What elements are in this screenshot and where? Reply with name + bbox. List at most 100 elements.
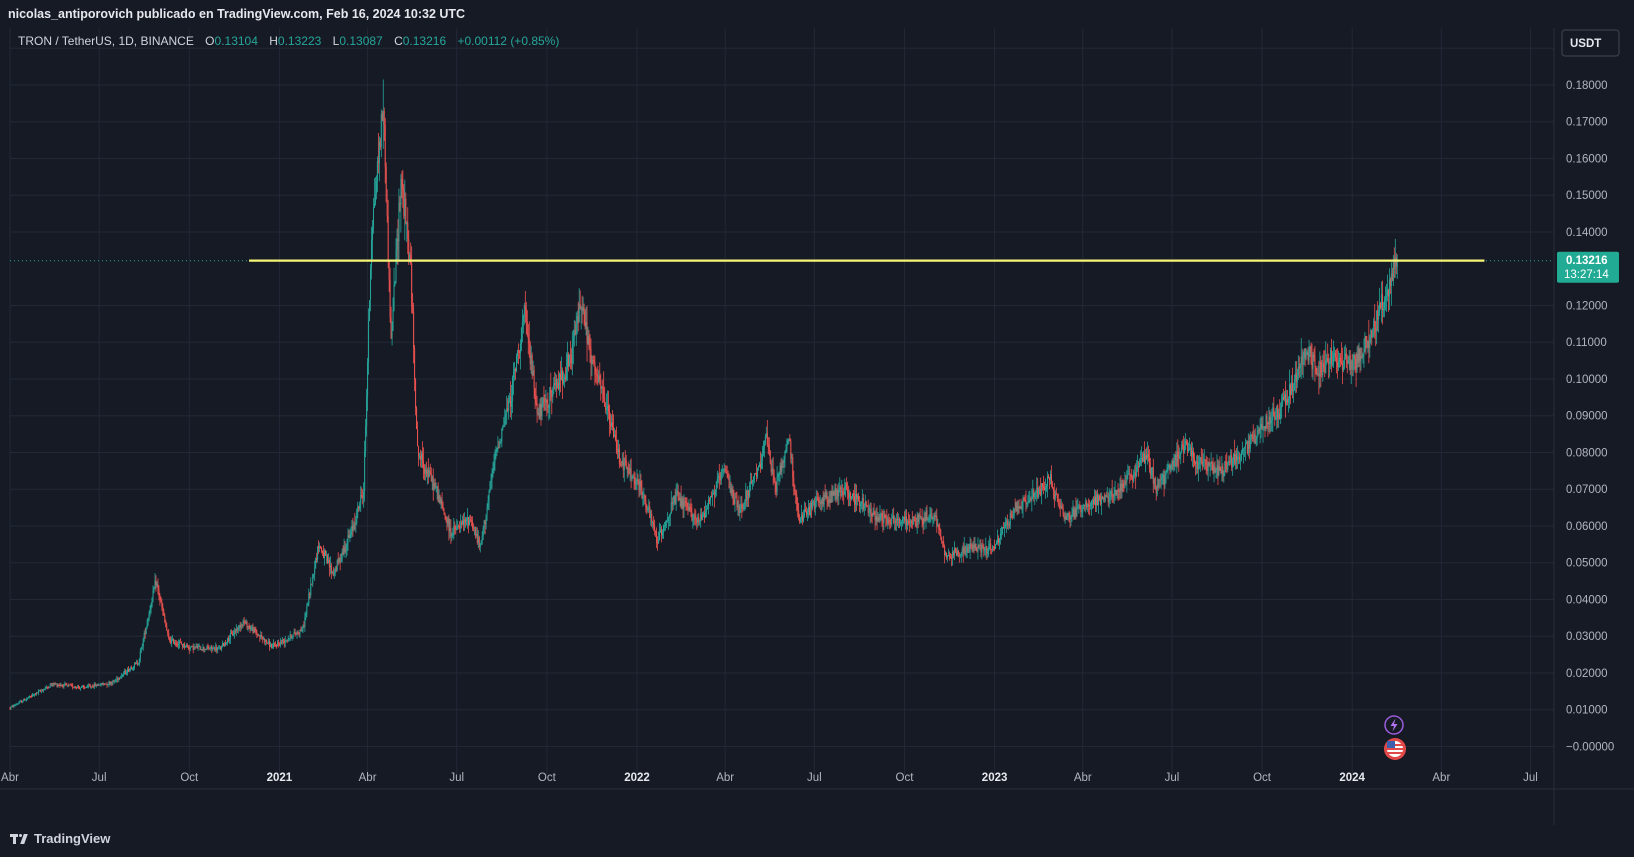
candle-body-up [984,550,986,552]
candle-body-down [850,492,852,500]
candle-body-up [355,522,357,525]
candle-body-up [1191,451,1193,457]
candle-body-down [677,490,679,499]
candle-body-down [525,307,527,322]
candle-body-up [356,509,358,523]
bar-countdown: 13:27:14 [1564,269,1609,281]
candle-body-down [949,555,951,557]
candle-body-up [545,399,547,403]
candlestick-chart[interactable]: 0.190000.180000.170000.160000.150000.140… [0,28,1634,825]
candle-body-down [165,621,167,627]
candle-body-down [1327,358,1329,362]
candle-body-up [1352,359,1354,370]
lightning-event-icon[interactable] [1384,715,1404,735]
candle-body-down [348,535,350,538]
candle-body-down [1033,490,1035,498]
candle-body-up [933,514,935,518]
candle-body-down [799,517,801,522]
candle-body-up [38,690,40,692]
candle-body-down [990,543,992,549]
candle-body-down [794,485,796,492]
candle-body-down [964,546,966,554]
candle-body-up [676,490,678,492]
candle-body-down [725,471,727,473]
candle-body-up [105,683,107,685]
candle-body-down [862,498,864,510]
candle-body-down [973,544,975,548]
candle-body-up [575,324,577,335]
candle-body-up [1364,336,1366,350]
candle-body-down [633,476,635,478]
time-tick-label: Oct [538,772,557,784]
candle-body-up [325,555,327,557]
candle-body-down [1155,486,1157,494]
candle-body-up [854,493,856,505]
candle-body-down [231,633,233,636]
candle-body-down [414,348,416,380]
candle-body-up [299,629,301,634]
candle-body-up [985,546,987,551]
candle-body-down [1186,441,1188,443]
candle-body-down [66,684,68,686]
candle-body-up [1224,461,1226,474]
us-flag-event-icon[interactable] [1384,738,1406,760]
candle-body-down [536,402,538,414]
candle-body-down [416,407,418,430]
candle-body-up [1160,479,1162,481]
last-price-tag: 0.13216 13:27:14 [1557,251,1619,283]
candle-body-down [655,530,657,533]
candle-body-down [236,629,238,631]
candle-body-up [102,683,104,685]
candle-body-down [196,645,198,649]
candle-body-down [31,696,33,697]
candle-body-down [101,683,103,685]
candle-body-up [819,501,821,504]
candle-body-up [559,373,561,389]
candle-body-down [65,683,67,685]
candle-body-up [251,627,253,629]
candle-body-up [396,239,398,250]
candle-body-up [1028,500,1030,502]
price-axis[interactable]: 0.190000.180000.170000.160000.150000.140… [1566,43,1614,753]
candle-body-up [505,414,507,421]
candle-body-down [710,496,712,498]
candle-body-down [50,684,52,686]
candle-body-down [286,639,288,641]
candle-body-down [399,203,401,205]
candle-body-up [347,535,349,544]
candle-body-up [457,526,459,527]
candle-body-up [198,645,200,647]
candle-body-up [1165,471,1167,475]
candle-body-up [947,555,949,558]
candle-body-up [268,641,270,644]
candle-body-down [1246,442,1248,454]
candle-body-up [449,527,451,532]
chart-legend: TRON / TetherUS, 1D, BINANCE O0.13104 H0… [18,34,559,48]
candle-body-up [212,648,214,650]
candle-body-down [1205,459,1207,465]
candle-body-down [687,506,689,511]
tradingview-brand[interactable]: TradingView [10,831,110,846]
candle-body-up [333,573,335,576]
candle-body-down [726,472,728,475]
candle-body-down [802,514,804,521]
candle-body-up [489,481,491,492]
candle-body-up [40,690,42,692]
candle-body-up [284,640,286,643]
candle-body-up [1241,449,1243,453]
candle-body-up [60,685,62,687]
candle-body-up [33,693,35,695]
candle-body-down [61,685,63,687]
candle-body-down [694,515,696,516]
chart-area[interactable]: 0.190000.180000.170000.160000.150000.140… [0,28,1634,825]
candle-body-up [702,514,704,520]
time-axis[interactable]: Abr Jul Oct 2021 Abr Jul Oct 2022 Abr Jul Oct 2023 A… [1,772,1538,784]
candle-body-up [849,492,851,498]
currency-button[interactable]: USDT [1561,29,1620,57]
candle-body-down [472,527,474,529]
candle-body-up [511,401,513,407]
candle-body-down [220,647,222,650]
candle-body-down [158,588,160,596]
candle-body-up [801,514,803,520]
candle-body-down [622,460,624,471]
